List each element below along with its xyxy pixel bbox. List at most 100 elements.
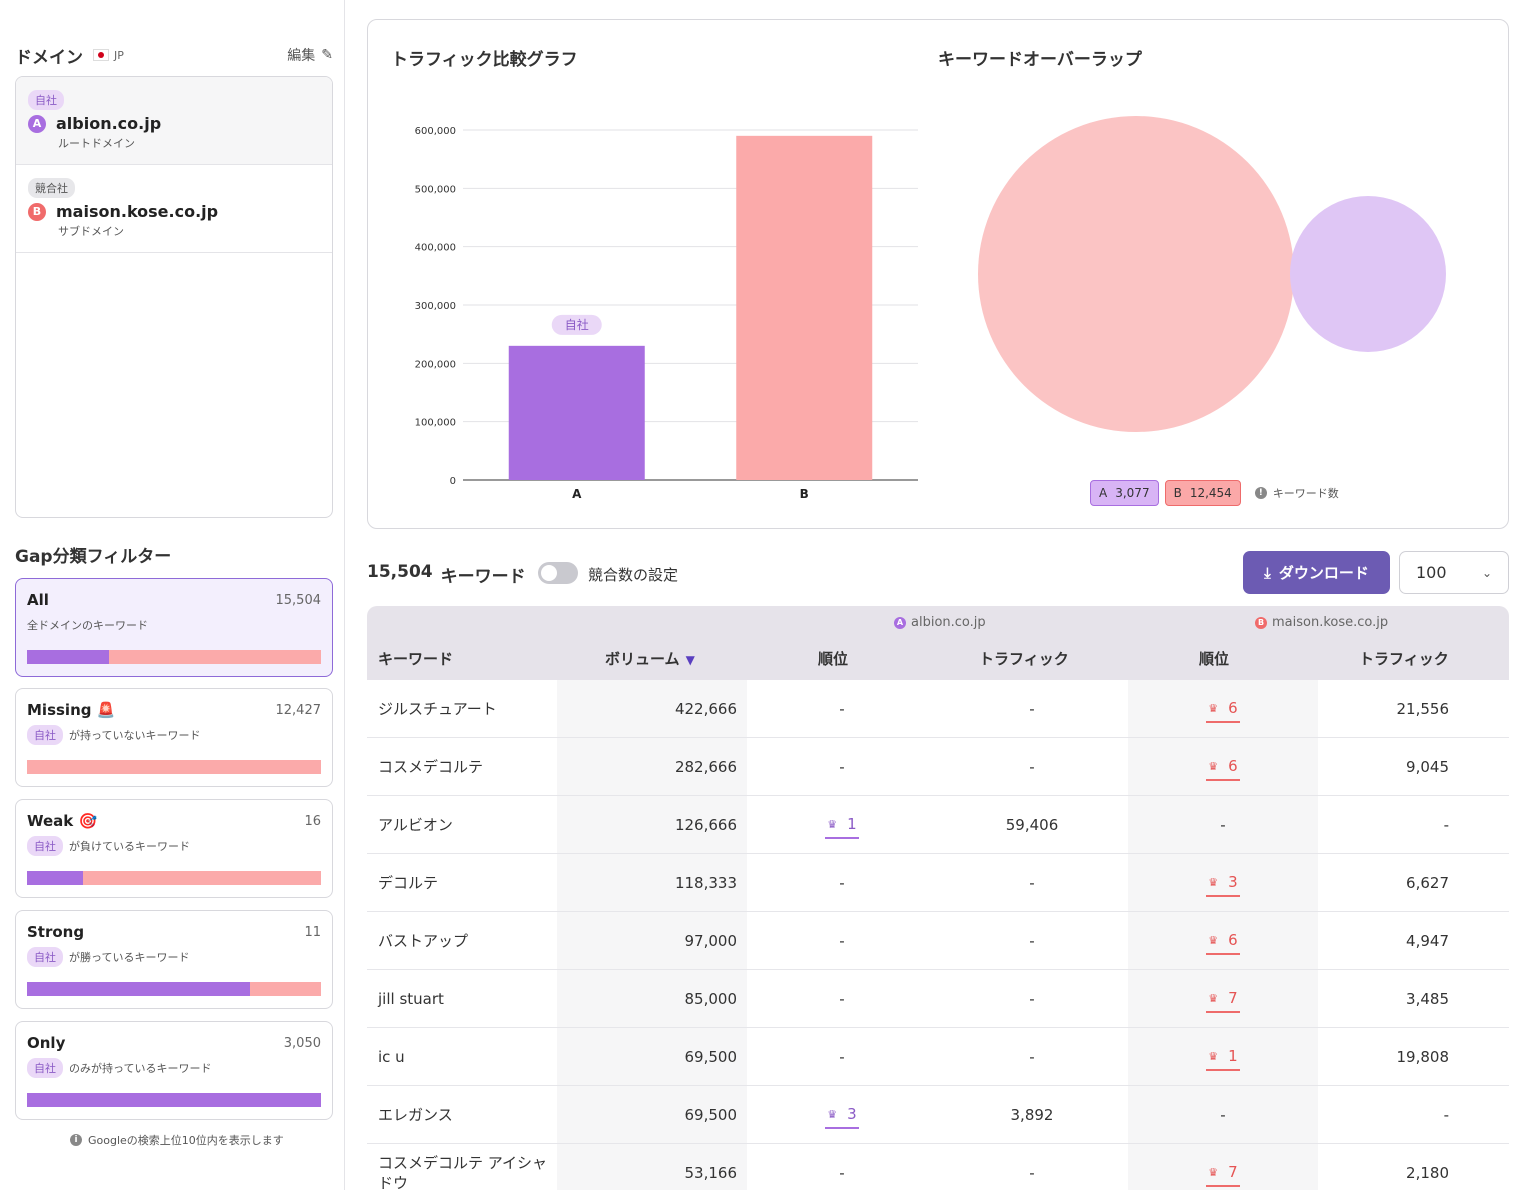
crown-icon: ♛ <box>1208 701 1219 715</box>
y-tick-label: 300,000 <box>415 301 456 312</box>
filter-all[interactable]: All 15,504 全ドメインのキーワード <box>15 578 333 677</box>
keyword-cell[interactable]: ジルスチュアート <box>378 700 497 718</box>
rank-a-cell: - <box>839 1048 845 1066</box>
toggle-label: 競合数の設定 <box>588 566 679 584</box>
rank-b-cell: ♛ 3 <box>1193 854 1253 912</box>
filter-weak[interactable]: Weak 🎯 16 自社 が負けているキーワード <box>15 799 333 898</box>
gap-filter-title: Gap分類フィルター <box>15 547 172 567</box>
keyword-count-value: 15,504 <box>367 562 433 582</box>
domain-a-icon: A <box>894 616 906 629</box>
table-row[interactable]: コスメデコルテ アイシャドウ 53,166 - - ♛ 7 2,180 <box>367 1144 1509 1190</box>
venn-circle-b <box>978 116 1294 432</box>
rank-a-cell: - <box>839 874 845 892</box>
rank-b-link[interactable]: ♛ 1 <box>1206 1043 1240 1071</box>
keyword-cell[interactable]: バストアップ <box>378 932 469 950</box>
rank-b-cell: ♛ 6 <box>1193 680 1253 738</box>
domain-item-a[interactable]: 自社 A albion.co.jp ルートドメイン <box>16 77 332 165</box>
domain-header: ドメイン JP 編集 ✎ <box>15 42 333 68</box>
info-icon: i <box>70 1134 82 1146</box>
rank-b-link[interactable]: ♛ 6 <box>1206 753 1240 781</box>
traffic-bar-chart: 0 100,000 200,000 300,000 400,000 500,000 600,… <box>415 126 918 501</box>
table-row[interactable]: デコルテ 118,333 - - ♛ 3 6,627 <box>367 854 1509 912</box>
rank-b-link[interactable]: ♛ 6 <box>1206 927 1240 955</box>
crown-icon: ♛ <box>1208 875 1219 889</box>
chart-panel: トラフィック比較グラフ キーワードオーバーラップ 0 100,000 200,000… <box>367 19 1509 529</box>
table-row[interactable]: ic u 69,500 - - ♛ 1 19,808 <box>367 1028 1509 1086</box>
rank-b-cell-bg <box>1128 912 1318 969</box>
filter-count: 11 <box>304 924 321 940</box>
keyword-cell[interactable]: jill stuart <box>378 990 444 1008</box>
keyword-cell[interactable]: アルビオン <box>378 816 453 834</box>
table-row[interactable]: jill stuart 85,000 - - ♛ 7 3,485 <box>367 970 1509 1028</box>
table-row[interactable]: コスメデコルテ 282,666 - - ♛ 6 9,045 <box>367 738 1509 796</box>
rank-a-cell: - <box>839 1164 845 1182</box>
table-row[interactable]: ジルスチュアート 422,666 - - ♛ 6 21,556 <box>367 680 1509 738</box>
table-row[interactable]: アルビオン 126,666 ♛ 1 59,406 - - <box>367 796 1509 854</box>
filter-desc: のみが持っているキーワード <box>69 1062 212 1075</box>
col-rank-b[interactable]: 順位 <box>1199 650 1230 668</box>
col-keyword[interactable]: キーワード <box>378 650 454 668</box>
domain-title: ドメイン <box>15 47 83 68</box>
rank-b-cell: - <box>1220 816 1226 834</box>
crown-icon: ♛ <box>827 1107 838 1121</box>
rank-a-cell: - <box>839 990 845 1008</box>
rank-b-cell-bg <box>1128 970 1318 1027</box>
col-traffic-a[interactable]: トラフィック <box>979 650 1069 668</box>
traffic-a-cell: - <box>1029 874 1035 892</box>
rank-b-cell-bg <box>1128 738 1318 795</box>
competitor-toggle[interactable] <box>538 562 578 584</box>
col-rank-a[interactable]: 順位 <box>818 650 849 668</box>
filter-count: 3,050 <box>283 1035 321 1051</box>
rank-a-link[interactable]: ♛ 1 <box>825 811 859 839</box>
rank-a-link[interactable]: ♛ 3 <box>825 1101 859 1129</box>
rank-b-link[interactable]: ♛ 3 <box>1206 869 1240 897</box>
table-row[interactable]: バストアップ 97,000 - - ♛ 6 4,947 <box>367 912 1509 970</box>
filter-strong[interactable]: Strong 11 自社 が勝っているキーワード <box>15 910 333 1009</box>
traffic-chart-title: トラフィック比較グラフ <box>391 50 578 70</box>
col-volume[interactable]: ボリューム ▼ <box>605 650 695 668</box>
keyword-count-label: キーワード <box>440 567 526 587</box>
keyword-cell[interactable]: ic u <box>378 1048 405 1066</box>
filter-missing[interactable]: Missing 🚨 12,427 自社 が持っていないキーワード <box>15 688 333 787</box>
keyword-cell[interactable]: コスメデコルテ アイシャドウ <box>378 1154 548 1190</box>
rank-b-link[interactable]: ♛ 7 <box>1206 985 1240 1013</box>
domain-type: サブドメイン <box>58 225 124 238</box>
download-button[interactable]: ⤓ ダウンロード <box>1243 551 1390 594</box>
filter-only[interactable]: Only 3,050 自社 のみが持っているキーワード <box>15 1021 333 1120</box>
y-tick-label: 0 <box>450 476 456 487</box>
traffic-b-cell: 4,947 <box>1406 932 1449 950</box>
filter-name: Missing 🚨 <box>27 701 116 719</box>
rank-b-cell-bg <box>1128 1086 1318 1143</box>
keyword-cell[interactable]: エレガンス <box>378 1106 453 1124</box>
traffic-b-cell: 3,485 <box>1406 990 1449 1008</box>
rank-b-link[interactable]: ♛ 7 <box>1206 1159 1240 1187</box>
traffic-a-cell: - <box>1029 932 1035 950</box>
domain-item-b[interactable]: 競合社 B maison.kose.co.jp サブドメイン <box>16 165 332 253</box>
volume-cell-bg <box>557 1028 747 1085</box>
rank-b-cell-bg <box>1128 854 1318 911</box>
rank-b-cell: ♛ 7 <box>1193 970 1253 1028</box>
table-row[interactable]: エレガンス 69,500 ♛ 3 3,892 - - <box>367 1086 1509 1144</box>
domain-letter-b: B <box>28 202 46 221</box>
volume-cell-bg <box>557 1086 747 1143</box>
traffic-b-cell: 21,556 <box>1396 700 1450 718</box>
rank-b-link[interactable]: ♛ 6 <box>1206 695 1240 723</box>
keyword-cell[interactable]: コスメデコルテ <box>378 758 484 776</box>
keyword-cell[interactable]: デコルテ <box>378 874 439 892</box>
overlap-chart-title: キーワードオーバーラップ <box>938 50 1142 70</box>
x-tick-label: B <box>800 487 809 501</box>
filter-count: 12,427 <box>275 702 322 718</box>
crown-icon: ♛ <box>827 817 838 831</box>
volume-cell: 85,000 <box>684 990 738 1008</box>
edit-button[interactable]: 編集 ✎ <box>287 45 333 65</box>
footnote-text: Googleの検索上位10位内を表示します <box>88 1134 284 1147</box>
page-size-select[interactable]: 100 ⌄ <box>1399 551 1509 594</box>
volume-cell: 69,500 <box>684 1106 738 1124</box>
col-traffic-b[interactable]: トラフィック <box>1359 650 1449 668</box>
rank-b-cell-bg <box>1128 680 1318 737</box>
rank-b-cell-bg <box>1128 796 1318 853</box>
rank-b-cell: ♛ 6 <box>1193 738 1253 796</box>
filter-share-bar <box>27 650 321 664</box>
